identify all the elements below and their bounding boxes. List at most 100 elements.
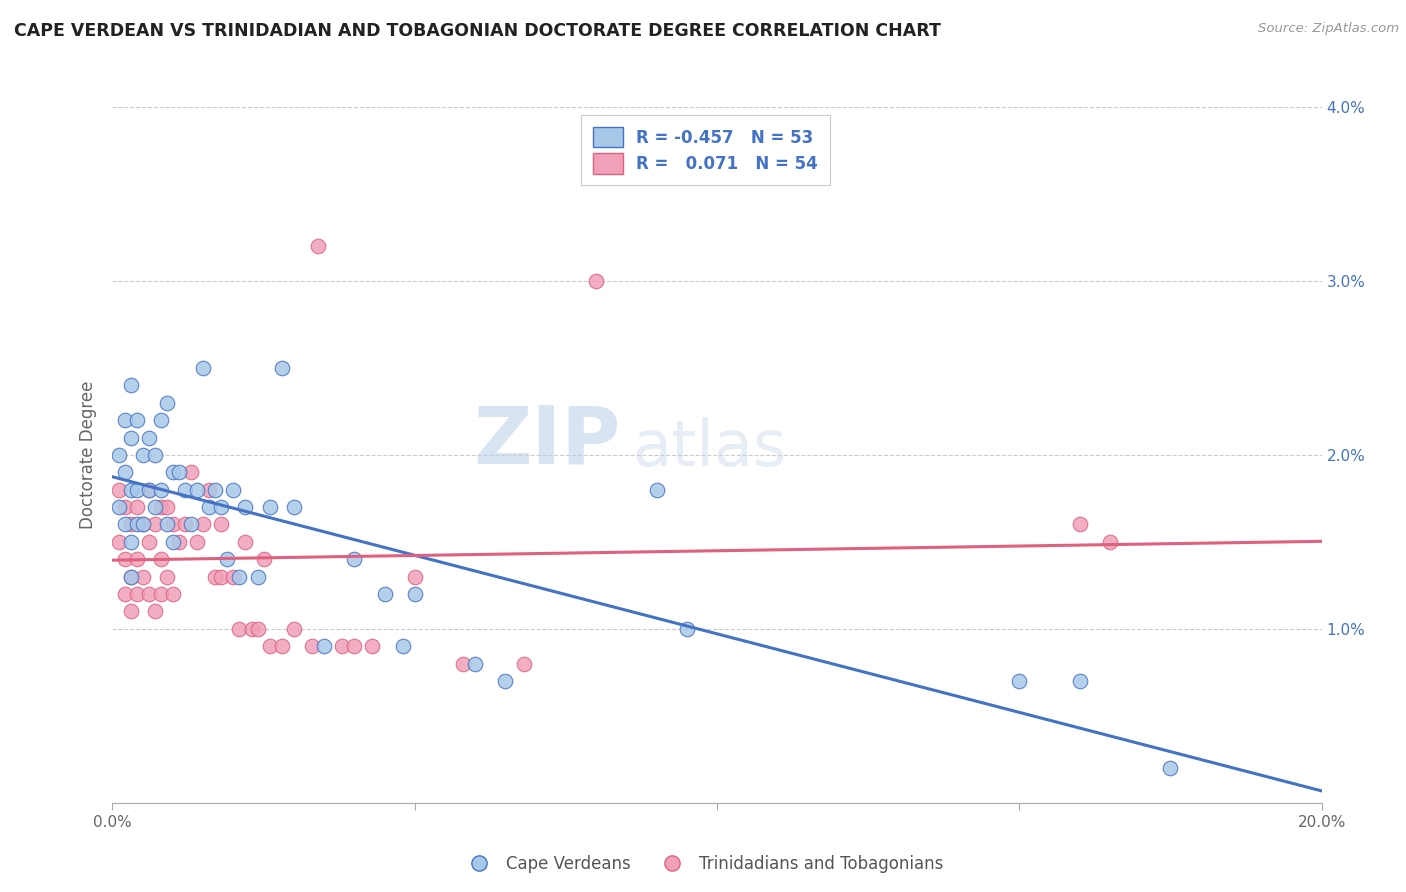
Point: [138, 587, 160, 601]
Point: [143, 605, 166, 619]
Point: [675, 622, 697, 636]
Point: [132, 448, 155, 462]
Point: [343, 639, 366, 653]
Point: [132, 517, 155, 532]
Point: [222, 570, 245, 584]
Point: [120, 378, 142, 392]
Point: [259, 500, 281, 514]
Point: [156, 396, 179, 410]
Point: [120, 517, 142, 532]
Point: [125, 413, 148, 427]
Point: [132, 517, 155, 532]
Point: [235, 535, 257, 549]
Point: [114, 517, 136, 532]
Point: [120, 570, 142, 584]
Point: [125, 552, 148, 566]
Point: [174, 517, 197, 532]
Point: [246, 570, 269, 584]
Point: [156, 500, 179, 514]
Point: [143, 448, 166, 462]
Point: [180, 517, 202, 532]
Point: [162, 587, 184, 601]
Point: [240, 622, 263, 636]
Text: ZIP: ZIP: [472, 402, 620, 480]
Point: [138, 431, 160, 445]
Point: [149, 500, 172, 514]
Point: [107, 448, 129, 462]
Legend: Cape Verdeans, Trinidadians and Tobagonians: Cape Verdeans, Trinidadians and Tobagoni…: [456, 848, 950, 880]
Text: CAPE VERDEAN VS TRINIDADIAN AND TOBAGONIAN DOCTORATE DEGREE CORRELATION CHART: CAPE VERDEAN VS TRINIDADIAN AND TOBAGONI…: [14, 22, 941, 40]
Point: [149, 552, 172, 566]
Point: [120, 535, 142, 549]
Point: [645, 483, 668, 497]
Point: [143, 517, 166, 532]
Point: [301, 639, 323, 653]
Point: [162, 517, 184, 532]
Point: [143, 500, 166, 514]
Point: [512, 657, 534, 671]
Point: [253, 552, 276, 566]
Point: [1008, 674, 1031, 689]
Point: [204, 570, 226, 584]
Point: [180, 466, 202, 480]
Point: [186, 483, 208, 497]
Point: [464, 657, 486, 671]
Point: [125, 587, 148, 601]
Point: [107, 500, 129, 514]
Point: [125, 500, 148, 514]
Point: [1098, 535, 1121, 549]
Point: [283, 500, 305, 514]
Point: [167, 466, 190, 480]
Point: [404, 570, 426, 584]
Point: [404, 587, 426, 601]
Point: [495, 674, 517, 689]
Point: [186, 535, 208, 549]
Point: [343, 552, 366, 566]
Point: [228, 570, 250, 584]
Point: [174, 483, 197, 497]
Point: [125, 517, 148, 532]
Point: [270, 639, 292, 653]
Point: [156, 517, 179, 532]
Point: [120, 605, 142, 619]
Point: [204, 483, 226, 497]
Point: [107, 483, 129, 497]
Point: [149, 413, 172, 427]
Point: [246, 622, 269, 636]
Point: [451, 657, 474, 671]
Point: [330, 639, 353, 653]
Point: [235, 500, 257, 514]
Y-axis label: Doctorate Degree: Doctorate Degree: [79, 381, 97, 529]
Point: [156, 570, 179, 584]
Point: [270, 360, 292, 375]
Point: [1069, 517, 1091, 532]
Point: [222, 483, 245, 497]
Point: [217, 552, 239, 566]
Point: [114, 552, 136, 566]
Point: [209, 500, 232, 514]
Point: [228, 622, 250, 636]
Point: [209, 570, 232, 584]
Point: [107, 535, 129, 549]
Point: [120, 483, 142, 497]
Point: [138, 483, 160, 497]
Point: [167, 535, 190, 549]
Point: [138, 483, 160, 497]
Point: [149, 587, 172, 601]
Point: [314, 639, 336, 653]
Point: [114, 500, 136, 514]
Point: [259, 639, 281, 653]
Point: [162, 466, 184, 480]
Point: [114, 466, 136, 480]
Point: [307, 239, 329, 253]
Point: [120, 570, 142, 584]
Point: [198, 483, 221, 497]
Legend: R = -0.457   N = 53, R =   0.071   N = 54: R = -0.457 N = 53, R = 0.071 N = 54: [581, 115, 830, 186]
Point: [125, 483, 148, 497]
Point: [120, 431, 142, 445]
Point: [114, 413, 136, 427]
Point: [209, 517, 232, 532]
Point: [374, 587, 396, 601]
Point: [198, 500, 221, 514]
Point: [1159, 761, 1181, 775]
